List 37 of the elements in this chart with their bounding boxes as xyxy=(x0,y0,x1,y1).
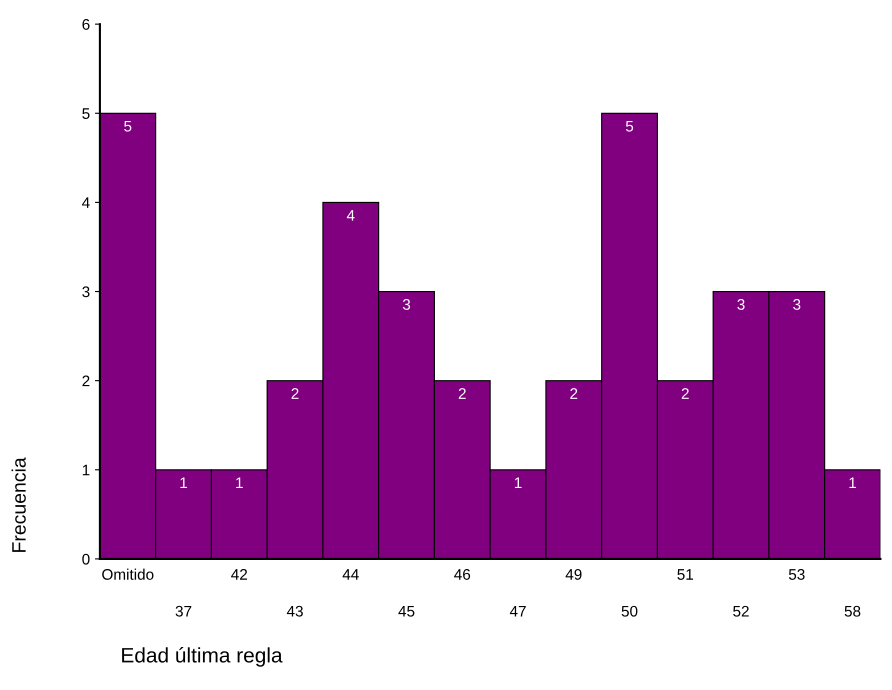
y-tick-label: 6 xyxy=(82,19,90,30)
data-label: 2 xyxy=(682,388,689,399)
y-tick-label: 1 xyxy=(82,464,90,476)
data-label: 3 xyxy=(737,299,745,310)
data-label: 1 xyxy=(514,477,522,488)
y-axis-title: Frecuencia xyxy=(12,457,26,552)
data-label: 4 xyxy=(346,210,355,221)
x-tick-label: 58 xyxy=(844,606,860,617)
x-tick-label: 43 xyxy=(286,606,303,617)
data-label: 5 xyxy=(124,120,132,132)
x-tick-label: 52 xyxy=(733,606,749,617)
data-label: 2 xyxy=(570,388,578,399)
x-tick-label: 53 xyxy=(788,569,805,580)
x-tick-label: 51 xyxy=(677,569,694,580)
x-tick-label: 47 xyxy=(510,606,526,616)
y-tick-label: 5 xyxy=(82,108,90,119)
x-tick-label: 45 xyxy=(398,606,414,617)
x-tick-label: 49 xyxy=(566,569,582,580)
data-label: 2 xyxy=(458,388,466,399)
x-tick-label: 50 xyxy=(622,606,638,617)
data-label: 1 xyxy=(236,477,243,488)
x-tick-label: 37 xyxy=(176,606,192,617)
x-tick-label: 46 xyxy=(454,569,470,580)
y-tick-label: 3 xyxy=(82,286,90,298)
data-label: 1 xyxy=(180,477,188,488)
data-label: 3 xyxy=(793,299,800,310)
x-tick-label: 44 xyxy=(342,569,359,580)
y-tick-label: 0 xyxy=(82,554,90,565)
x-axis-title: Edad última regla xyxy=(122,647,283,667)
data-label: 1 xyxy=(849,477,856,488)
data-label: 5 xyxy=(626,120,634,132)
y-tick-label: 4 xyxy=(82,197,90,208)
y-tick-label: 2 xyxy=(82,376,90,386)
x-tick-label: 42 xyxy=(231,569,248,580)
data-label: 3 xyxy=(402,299,410,310)
x-tick-label: Omitido xyxy=(102,568,154,580)
data-label: 2 xyxy=(292,388,299,399)
